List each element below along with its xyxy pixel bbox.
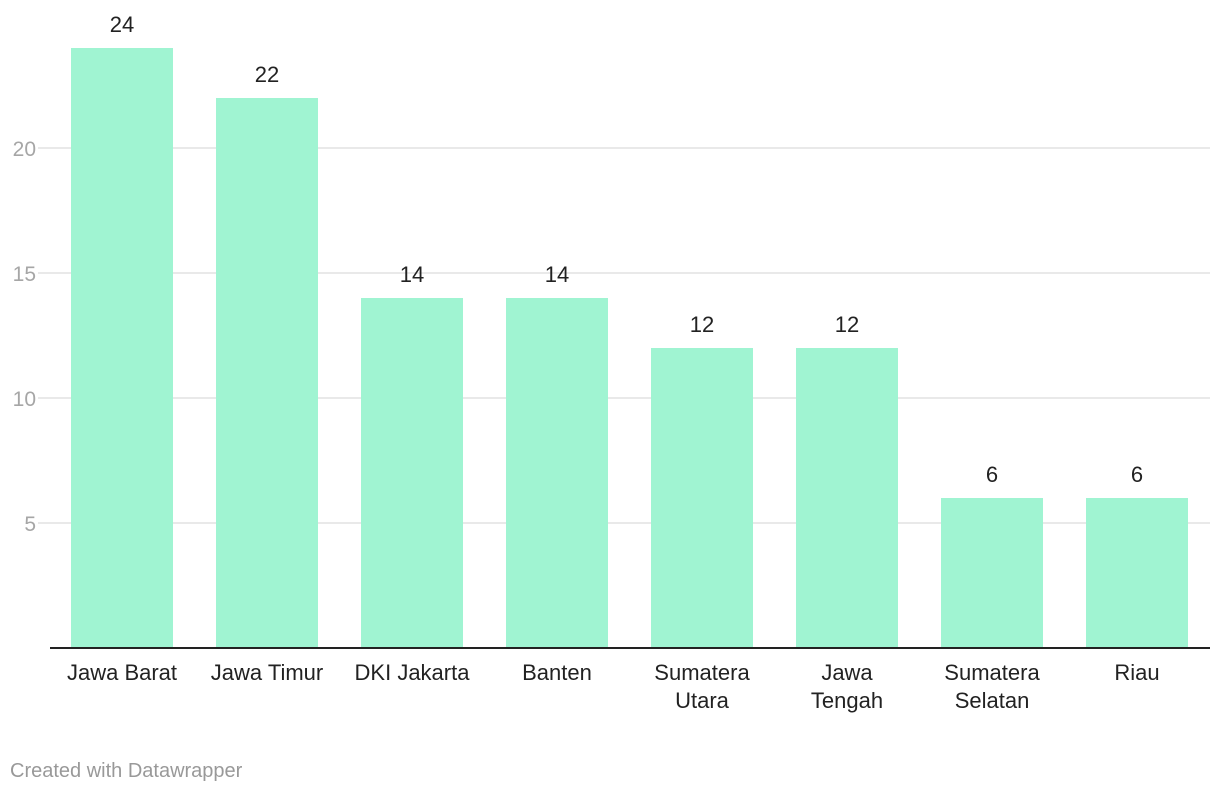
y-tick-label: 10 [13,388,36,411]
data-label: 14 [545,262,569,287]
bar [506,298,608,648]
y-tick-label: 20 [13,138,36,161]
bar [216,98,318,648]
bar [71,48,173,648]
category-label: Jawa Tengah [811,660,883,713]
category-labels: Jawa Barat Jawa Timur DKI Jakarta Banten Sum… [67,660,1160,713]
category-label: DKI Jakarta [355,660,471,685]
bar [941,498,1043,648]
bar [1086,498,1188,648]
data-label: 6 [986,462,998,487]
bars [71,48,1188,648]
data-label: 24 [110,12,134,37]
data-label: 12 [690,312,714,337]
bar [651,348,753,648]
value-labels: 24 22 14 14 12 12 6 6 [110,12,1143,487]
credit-text: Created with Datawrapper [10,760,243,782]
category-label: Jawa Timur [211,660,323,685]
data-label: 22 [255,62,279,87]
category-label: Jawa Barat [67,660,177,685]
bar [361,298,463,648]
data-label: 6 [1131,462,1143,487]
data-label: 14 [400,262,424,287]
y-tick-label: 15 [13,263,36,286]
y-tick-label: 5 [24,513,36,536]
category-label: Banten [522,660,592,685]
data-label: 12 [835,312,859,337]
gridlines: 5 10 15 20 [13,138,1210,536]
category-label: Sumatera Selatan [944,660,1040,713]
category-label: Sumatera Utara [654,660,750,713]
bar [796,348,898,648]
category-label: Riau [1114,660,1159,685]
bar-chart: 5 10 15 20 24 22 14 14 12 12 6 6 Jawa Barat Jawa Ti… [13,12,1210,713]
